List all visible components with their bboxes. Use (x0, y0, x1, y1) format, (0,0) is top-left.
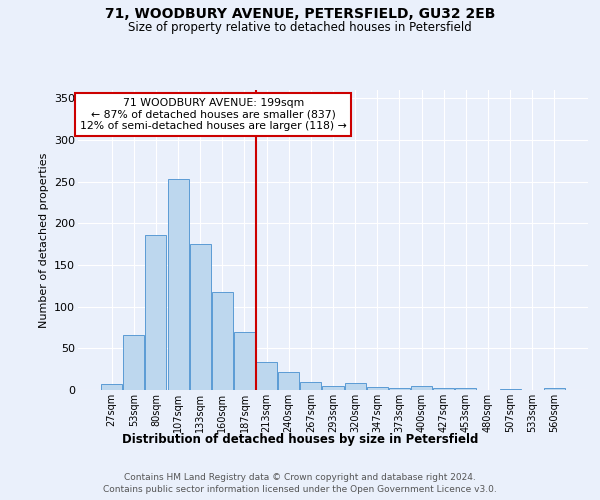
Bar (301, 382, 322, 390)
Bar (389, 388, 410, 390)
Text: 71 WOODBURY AVENUE: 199sqm
← 87% of detached houses are smaller (837)
12% of sem: 71 WOODBURY AVENUE: 199sqm ← 87% of deta… (80, 98, 347, 130)
Bar (212, 292, 233, 390)
Bar (101, 384, 122, 390)
Bar (278, 372, 299, 390)
Bar (344, 384, 365, 390)
Text: Contains HM Land Registry data © Crown copyright and database right 2024.: Contains HM Land Registry data © Crown c… (124, 472, 476, 482)
Bar (167, 179, 188, 390)
Bar (433, 388, 454, 390)
Text: Size of property relative to detached houses in Petersfield: Size of property relative to detached ho… (128, 21, 472, 34)
Bar (322, 386, 344, 390)
Bar (256, 362, 277, 390)
Y-axis label: Number of detached properties: Number of detached properties (38, 152, 49, 328)
Text: Distribution of detached houses by size in Petersfield: Distribution of detached houses by size … (122, 432, 478, 446)
Bar (544, 388, 565, 390)
Bar (190, 244, 211, 390)
Bar (500, 389, 521, 390)
Text: Contains public sector information licensed under the Open Government Licence v3: Contains public sector information licen… (103, 485, 497, 494)
Bar (367, 386, 388, 390)
Bar (145, 235, 166, 390)
Bar (411, 386, 432, 390)
Bar (455, 388, 476, 390)
Bar (124, 335, 145, 390)
Bar (234, 332, 255, 390)
Text: 71, WOODBURY AVENUE, PETERSFIELD, GU32 2EB: 71, WOODBURY AVENUE, PETERSFIELD, GU32 2… (105, 8, 495, 22)
